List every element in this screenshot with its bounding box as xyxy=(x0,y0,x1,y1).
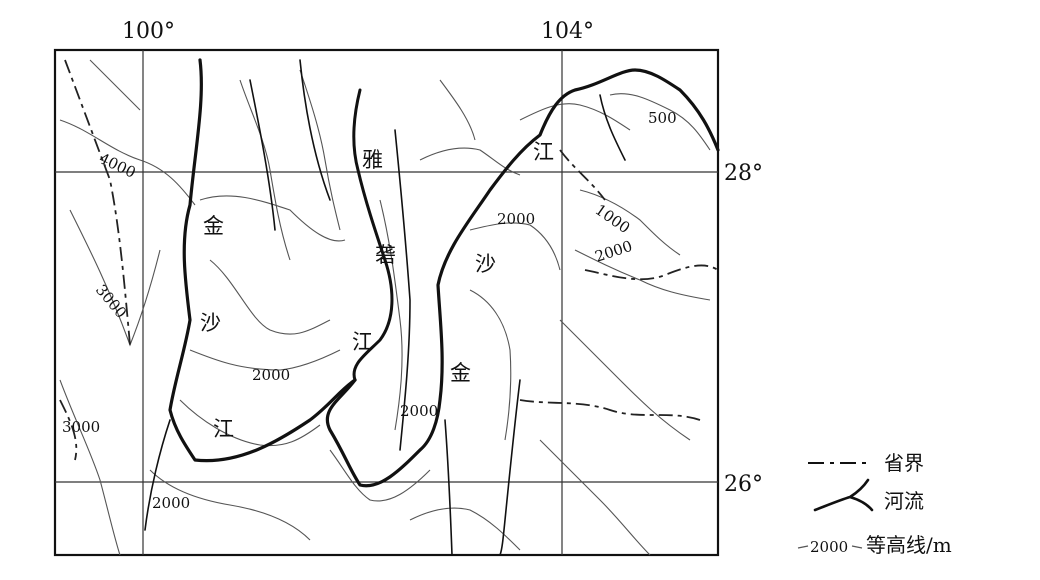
river-label: 金 xyxy=(450,361,471,385)
contour-label: 2000 xyxy=(152,494,190,512)
contour-line xyxy=(609,93,711,151)
contour-label: 2000 xyxy=(593,237,635,266)
province-boundary xyxy=(64,59,131,346)
province-boundary xyxy=(59,399,78,461)
rivers xyxy=(144,58,720,556)
contour-line xyxy=(89,59,141,111)
legend: 省界 河流 2000 等高线/m xyxy=(797,451,952,557)
legend-label: 省界 xyxy=(884,451,924,475)
legend-label: 等高线/m xyxy=(866,533,952,557)
contour-line xyxy=(239,79,291,261)
jinsha-river-east xyxy=(325,68,720,488)
legend-contour-sample: 2000 xyxy=(810,538,848,556)
contour-line xyxy=(539,439,651,556)
contour-line xyxy=(419,147,521,176)
contour-line xyxy=(59,119,196,206)
river-labels: 金 沙 江 雅 砻 江 金 沙 江 xyxy=(200,140,554,441)
contour-line xyxy=(469,289,512,441)
contour-line-symbol xyxy=(851,545,863,549)
contour-line xyxy=(299,69,341,231)
contour-label: 4000 xyxy=(96,149,138,181)
river-label: 江 xyxy=(213,417,234,441)
river-label: 雅 xyxy=(362,148,383,172)
river-label: 砻 xyxy=(375,243,396,267)
contour-label: 2000 xyxy=(497,210,535,228)
longitude-label: 100° xyxy=(122,19,175,44)
tributary xyxy=(299,59,331,201)
legend-label: 河流 xyxy=(884,489,924,513)
contour-line xyxy=(559,319,691,441)
legend-item-province-boundary: 省界 xyxy=(808,451,924,475)
contour-line xyxy=(574,249,711,301)
yalong-river xyxy=(352,88,394,382)
tributary xyxy=(249,79,276,231)
river-fork-symbol xyxy=(813,478,874,512)
contour-line xyxy=(519,103,631,131)
river-label: 江 xyxy=(533,140,554,164)
contour-line-symbol xyxy=(797,545,809,549)
contour-label: 2000 xyxy=(400,402,438,420)
tributary xyxy=(394,129,411,451)
contour-line xyxy=(59,379,121,556)
river-label: 沙 xyxy=(200,311,221,335)
contour-label: 500 xyxy=(648,109,677,127)
contour-line xyxy=(209,259,331,335)
province-boundaries xyxy=(59,59,719,461)
contour-line xyxy=(189,349,341,371)
river-label: 江 xyxy=(352,330,373,354)
contour-line xyxy=(199,195,346,242)
longitude-label: 104° xyxy=(541,19,594,44)
contour-line xyxy=(149,469,311,541)
contour-label: 3000 xyxy=(62,418,100,436)
river-label: 沙 xyxy=(475,252,496,276)
tributary xyxy=(499,379,521,556)
jinsha-river-west xyxy=(168,58,357,463)
contour-line xyxy=(179,399,321,447)
contour-line xyxy=(439,79,476,141)
legend-item-river: 河流 xyxy=(813,478,924,513)
tributary xyxy=(444,419,453,556)
latitude-label: 28° xyxy=(724,161,763,186)
map-frame xyxy=(53,48,720,557)
contour-line xyxy=(69,209,161,347)
tributary xyxy=(599,94,626,161)
contour-label: 1000 xyxy=(592,201,634,238)
province-boundary xyxy=(559,149,606,201)
contour-line xyxy=(379,199,403,431)
latitude-label: 26° xyxy=(724,472,763,497)
contour-lines xyxy=(59,59,711,556)
tributary xyxy=(144,419,171,531)
contour-line xyxy=(579,189,681,256)
contour-line xyxy=(409,507,521,551)
province-boundary xyxy=(584,264,719,281)
contour-line xyxy=(469,222,561,271)
river-label: 金 xyxy=(203,214,224,238)
contour-label: 2000 xyxy=(252,366,290,384)
contour-line xyxy=(329,449,431,502)
legend-item-contour: 2000 等高线/m xyxy=(797,533,952,557)
province-boundary xyxy=(519,399,701,421)
